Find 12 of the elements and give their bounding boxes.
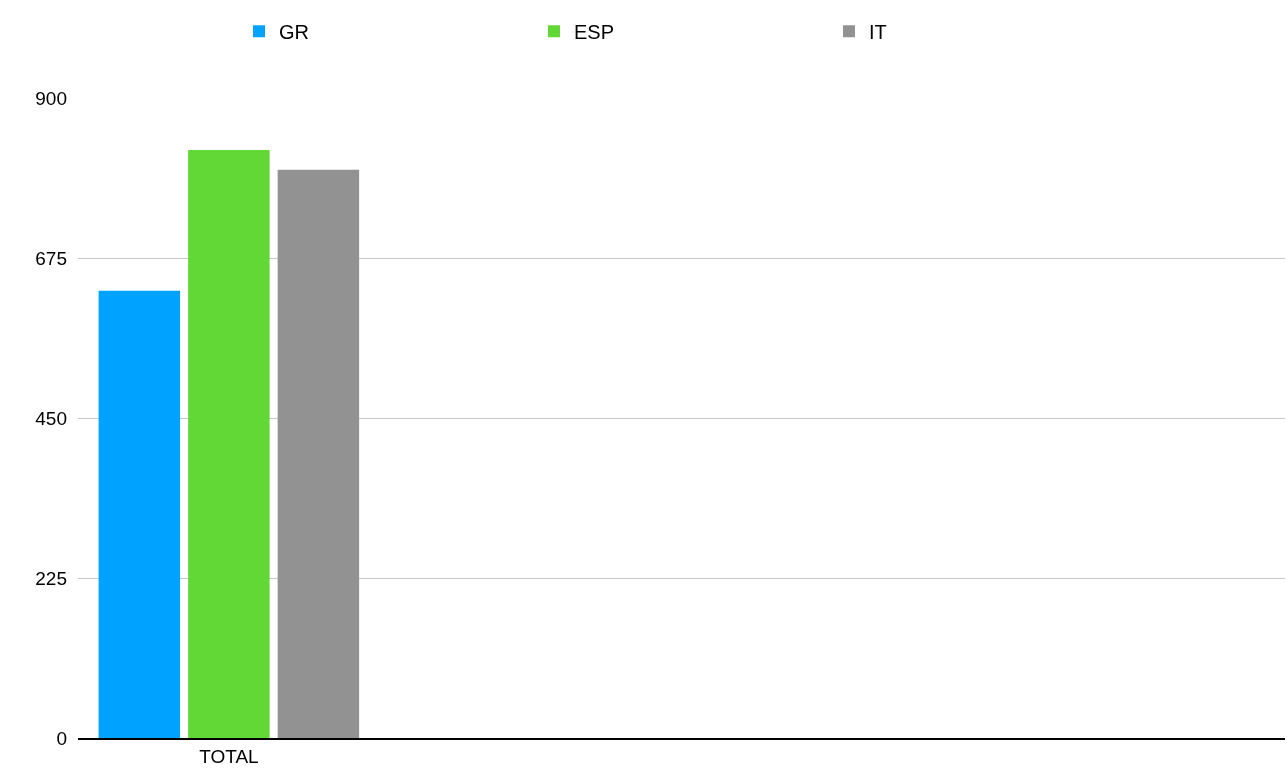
legend-label: ESP — [574, 21, 615, 43]
bar — [188, 149, 270, 738]
bar — [277, 169, 360, 738]
legend-label: IT — [869, 21, 887, 43]
bar — [98, 290, 181, 738]
y-tick-label: 450 — [35, 407, 67, 429]
y-tick-label: 675 — [35, 247, 67, 269]
y-tick-label: 225 — [35, 567, 67, 589]
legend-label: GR — [279, 21, 309, 43]
y-tick-label: 0 — [56, 727, 67, 749]
y-tick-label: 900 — [35, 87, 67, 109]
x-tick-label: TOTAL — [199, 745, 259, 767]
